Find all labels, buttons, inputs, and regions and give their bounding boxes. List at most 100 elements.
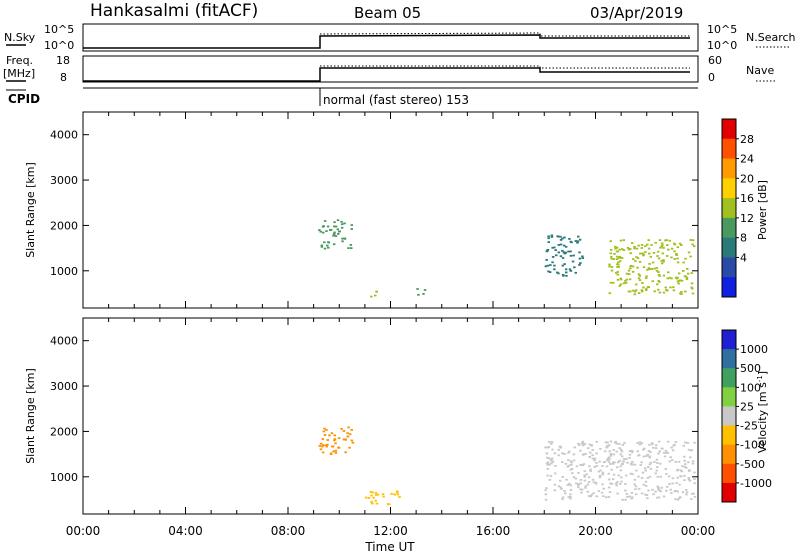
echo-cell [670, 277, 673, 280]
echo-cell [601, 473, 604, 476]
echo-cell [638, 441, 642, 444]
colorbar-tick-label: 20 [740, 172, 754, 185]
echo-cell [561, 476, 564, 478]
echo-cell [332, 234, 335, 237]
echo-cell [620, 450, 624, 453]
echo-cell [326, 443, 329, 446]
echo-cell [567, 496, 570, 498]
echo-cell [576, 241, 579, 244]
echo-cell [613, 253, 616, 255]
colorbar-frame [721, 118, 737, 298]
echo-cell [660, 260, 663, 262]
echo-cell [669, 488, 672, 491]
echo-cell [664, 286, 667, 289]
echo-cell [617, 461, 620, 464]
echo-cell [629, 252, 632, 255]
echo-cell [640, 247, 644, 249]
echo-cell [561, 257, 565, 259]
echo-cell [637, 277, 641, 280]
echo-cell [606, 459, 609, 461]
echo-cell [652, 446, 655, 449]
cpid-label: CPID [8, 92, 40, 106]
echo-cell [398, 496, 401, 498]
echo-cell [656, 462, 659, 464]
echo-cell [647, 239, 650, 241]
echo-cell [670, 446, 673, 449]
echo-cell [687, 477, 690, 479]
echo-cell [568, 238, 571, 240]
echo-cell [615, 255, 619, 258]
echo-cell [573, 446, 576, 449]
echo-cell [348, 433, 352, 436]
echo-cell [671, 482, 674, 485]
echo-cell [674, 498, 677, 500]
echo-cell [612, 478, 615, 481]
echo-cell [545, 452, 549, 455]
echo-cell [621, 248, 624, 250]
echo-cell [608, 491, 612, 493]
echo-cell [660, 486, 663, 489]
echo-cell [348, 446, 351, 449]
echo-cell [658, 450, 661, 453]
echo-cell [673, 243, 677, 246]
echo-cell [628, 457, 631, 459]
echo-cell [370, 295, 373, 298]
echo-cell [671, 459, 674, 462]
echo-cell [595, 465, 598, 467]
echo-cell [599, 448, 602, 450]
echo-cell [644, 251, 647, 254]
echo-cell [640, 244, 644, 246]
echo-cell [676, 276, 679, 279]
echo-cell [589, 495, 593, 498]
echo-cell [615, 246, 618, 249]
colorbar-tick-label: 24 [740, 153, 754, 166]
echo-cell [371, 491, 374, 494]
echo-cell [584, 486, 587, 489]
echo-cell [567, 451, 570, 454]
echo-cell [423, 289, 427, 291]
echo-cell [641, 252, 644, 255]
echo-cell [608, 292, 612, 295]
echo-cell [674, 441, 678, 443]
nsky-tick-top: 10^5 [44, 23, 74, 36]
echo-cell [559, 239, 563, 241]
echo-cell [630, 449, 634, 452]
echo-cell [544, 493, 548, 496]
echo-cell [570, 241, 573, 244]
echo-cell [653, 290, 656, 293]
echo-cell [374, 492, 378, 494]
echo-cell [601, 465, 604, 467]
echo-cell [587, 495, 591, 497]
echo-cell [374, 294, 377, 297]
echo-cell [585, 473, 588, 476]
colorbar-tick-label: -25 [740, 420, 758, 433]
echo-cell [649, 461, 653, 464]
y-tick-label: 1000 [50, 471, 78, 484]
echo-cell [336, 228, 340, 231]
echo-cell [577, 442, 580, 445]
echo-cell [602, 487, 605, 490]
echo-cell [648, 252, 651, 255]
echo-cell [655, 447, 658, 449]
echo-cell [326, 244, 329, 247]
echo-cell [679, 292, 682, 295]
echo-cell [590, 444, 593, 447]
echo-cell [577, 444, 581, 446]
echo-cell [349, 244, 353, 246]
echo-cell [619, 448, 623, 451]
echo-cell [569, 254, 573, 257]
echo-cell [676, 498, 680, 501]
echo-cell [327, 246, 330, 249]
echo-cell [679, 279, 683, 282]
y-tick-label: 3000 [50, 380, 78, 393]
echo-cell [583, 470, 587, 473]
echo-cell [665, 239, 668, 241]
echo-cell [620, 476, 623, 479]
echo-cell [337, 437, 341, 440]
echo-cell [609, 453, 613, 455]
echo-cell [337, 233, 340, 235]
echo-cell [375, 494, 378, 496]
echo-cell [593, 459, 596, 462]
echo-cell [679, 496, 682, 499]
echo-cell [647, 267, 651, 269]
